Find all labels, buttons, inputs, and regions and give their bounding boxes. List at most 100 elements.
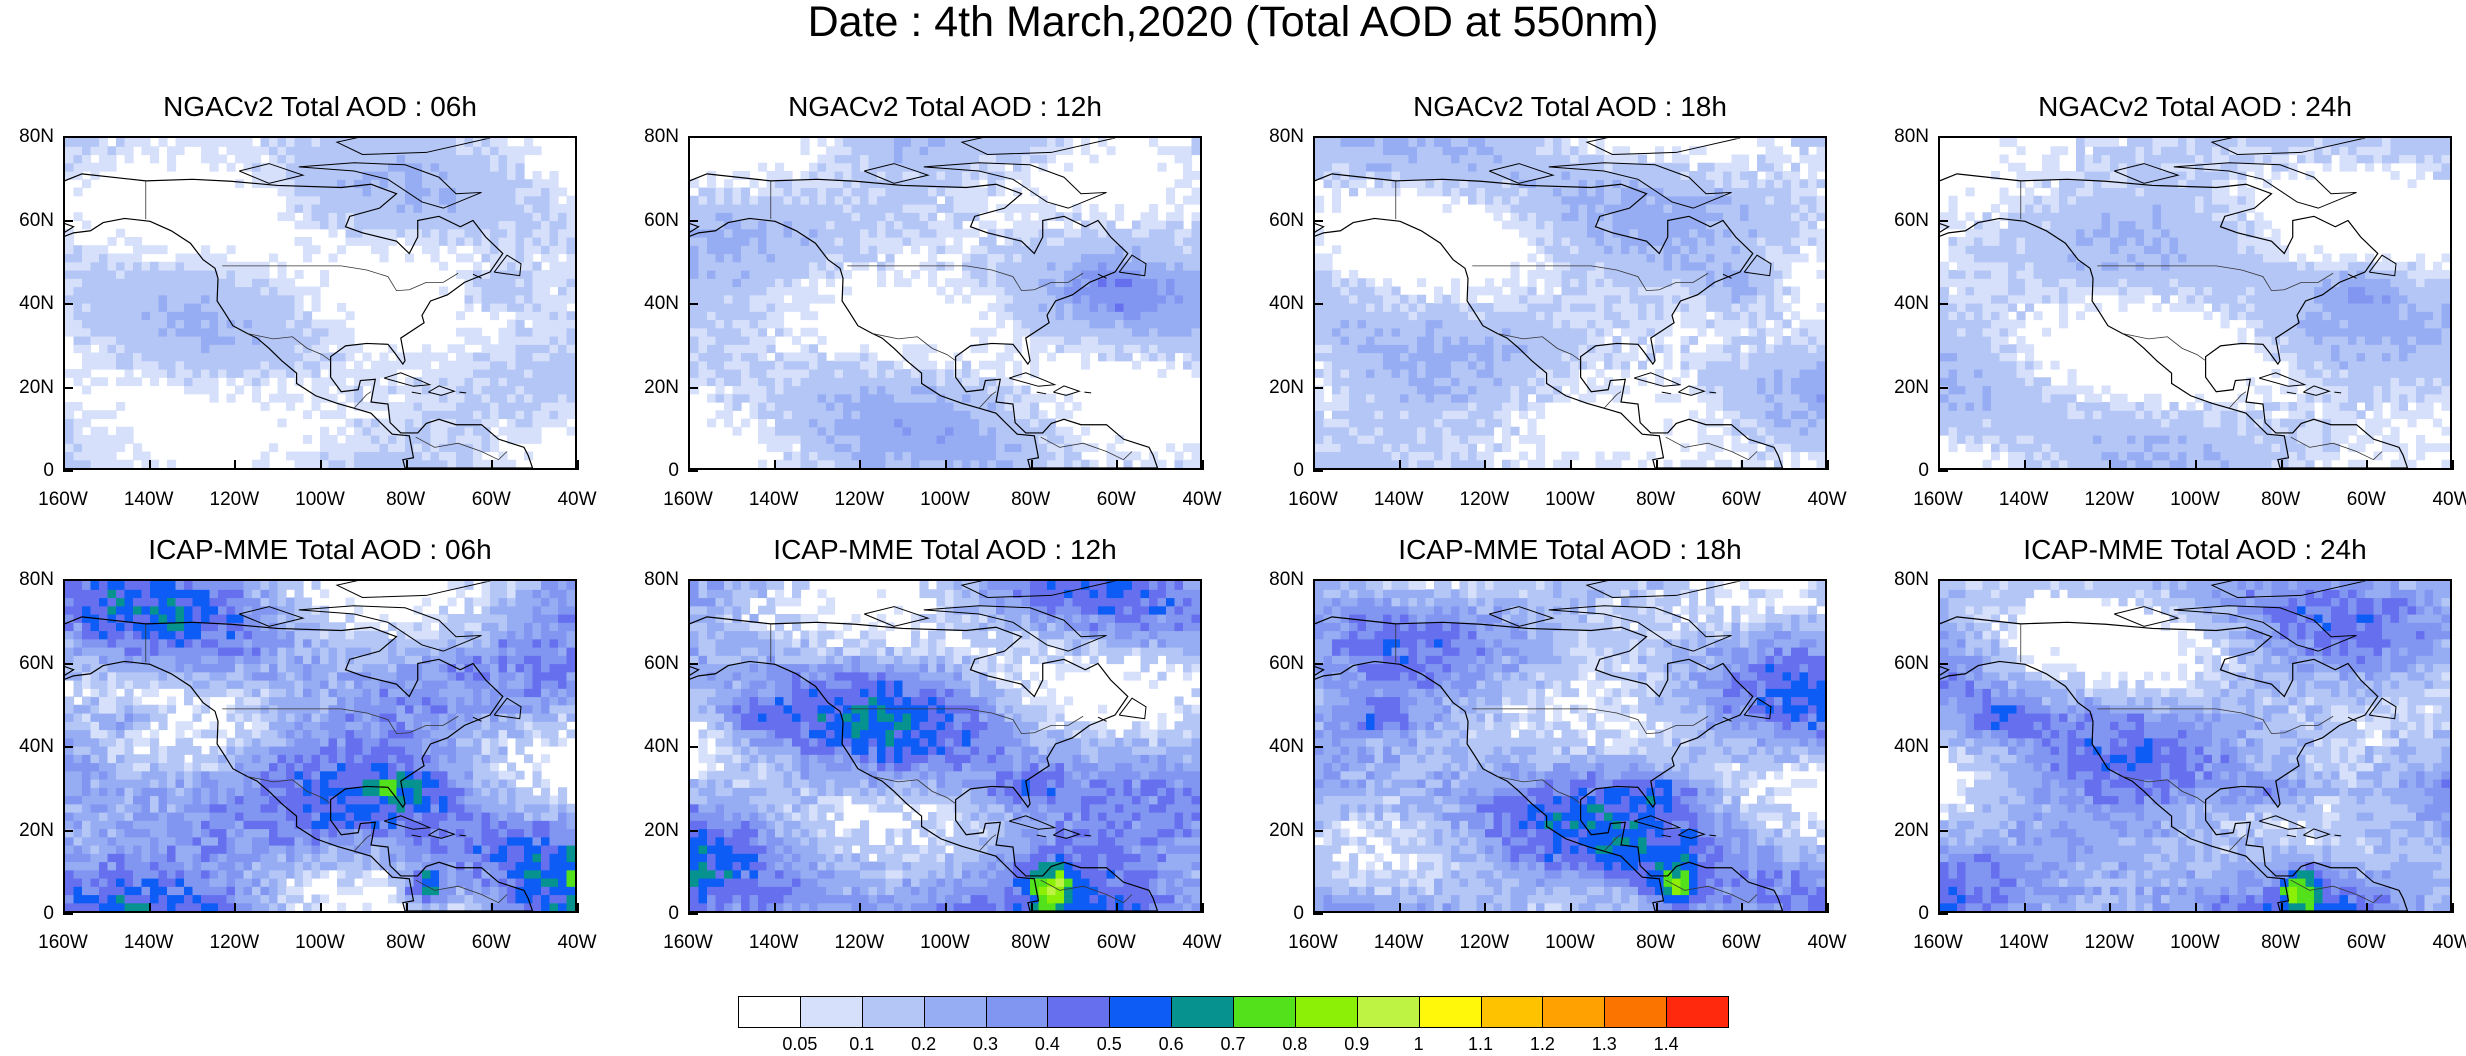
aod-cell: [277, 385, 287, 395]
aod-cell: [90, 286, 100, 296]
aod-cell: [826, 385, 836, 395]
aod-cell: [1442, 204, 1452, 213]
aod-cell: [1621, 253, 1631, 263]
aod-cell: [1425, 319, 1435, 329]
aod-cell: [1114, 245, 1125, 255]
aod-cell: [371, 435, 381, 444]
aod-cell: [1357, 451, 1367, 461]
aod-cell: [532, 344, 542, 354]
aod-cell: [757, 270, 768, 279]
aod-cell: [167, 154, 177, 164]
aod-cell: [1544, 303, 1554, 312]
aod-cell: [396, 451, 406, 461]
aod-cell: [183, 311, 194, 321]
aod-cell: [1183, 237, 1193, 246]
aod-cell: [362, 402, 372, 411]
aod-cell: [1519, 435, 1529, 444]
aod-cell: [1382, 344, 1393, 354]
lon-tick-label: 80W: [1011, 489, 1051, 510]
aod-cell: [124, 253, 134, 263]
aod-cell: [116, 426, 126, 436]
aod-cell: [371, 385, 381, 395]
aod-cell: [1663, 286, 1673, 296]
aod-cell: [132, 278, 143, 288]
aod-cell: [1004, 418, 1014, 428]
aod-cell: [1366, 393, 1376, 403]
aod-cell: [1535, 459, 1546, 468]
aod-cell: [269, 311, 279, 321]
aod-cell: [201, 377, 211, 387]
aod-cell: [1502, 327, 1512, 337]
aod-cell: [1366, 336, 1376, 345]
aod-cell: [1055, 344, 1065, 354]
aod-cell: [1433, 418, 1444, 428]
aod-cell: [1714, 187, 1724, 197]
aod-cell: [1012, 459, 1023, 468]
aod-cell: [345, 369, 355, 378]
aod-cell: [1030, 220, 1040, 230]
aod-cell: [1629, 311, 1639, 321]
aod-cell: [1165, 261, 1176, 271]
aod-cell: [260, 369, 270, 378]
aod-cell: [90, 319, 100, 329]
aod-cell: [1621, 237, 1631, 246]
aod-cell: [928, 179, 938, 189]
aod-cell: [868, 220, 878, 230]
aod-cell: [1706, 402, 1716, 411]
aod-cell: [524, 294, 534, 304]
aod-cell: [464, 410, 474, 420]
aod-cell: [498, 402, 508, 411]
aod-cell: [928, 204, 938, 213]
aod-cell: [894, 270, 904, 279]
aod-cell: [868, 138, 878, 147]
aod-cell: [1382, 319, 1393, 329]
aod-cell: [698, 303, 708, 312]
aod-cell: [868, 426, 878, 436]
aod-cell: [234, 327, 245, 337]
aod-cell: [1706, 344, 1716, 354]
aod-cell: [1165, 303, 1176, 312]
aod-cell: [1561, 179, 1571, 189]
aod-cell: [371, 171, 381, 180]
aod-cell: [1149, 138, 1159, 147]
aod-cell: [877, 237, 887, 246]
aod-cell: [405, 410, 415, 420]
aod-cell: [354, 204, 364, 213]
aod-cell: [566, 344, 575, 354]
aod-cell: [808, 212, 819, 222]
aod-cell: [1433, 327, 1444, 337]
aod-cell: [1680, 162, 1690, 172]
aod-cell: [741, 360, 751, 370]
aod-cell: [961, 154, 972, 164]
aod-cell: [438, 352, 449, 362]
aod-cell: [792, 245, 802, 255]
aod-cell: [1612, 253, 1622, 263]
aod-cell: [1021, 459, 1031, 468]
aod-cell: [834, 228, 844, 238]
aod-cell: [183, 352, 194, 362]
aod-cell: [1561, 245, 1571, 255]
aod-cell: [1331, 294, 1342, 304]
aod-cell: [826, 459, 836, 468]
aod-cell: [936, 410, 946, 420]
aod-cell: [1149, 286, 1159, 296]
aod-cell: [1782, 344, 1792, 354]
aod-cell: [910, 426, 921, 436]
aod-cell: [1072, 261, 1082, 271]
aod-cell: [919, 220, 929, 230]
lon-tick-mark: [491, 460, 494, 470]
aod-cell: [320, 171, 330, 180]
aod-cell: [116, 402, 126, 411]
aod-cell: [1519, 212, 1529, 222]
aod-cell: [150, 459, 160, 468]
map-panel-1: NGACv2 Total AOD : 06h 0 20N 40N 60N 80N 160W 1…: [0, 92, 600, 562]
aod-cell: [1417, 336, 1427, 345]
aod-cell: [285, 195, 296, 205]
aod-cell: [1476, 336, 1486, 345]
aod-cell: [507, 171, 517, 180]
aod-cell: [808, 278, 819, 288]
aod-cell: [498, 171, 508, 180]
aod-cell: [1595, 336, 1605, 345]
aod-cell: [1535, 360, 1546, 370]
aod-cell: [532, 303, 542, 312]
